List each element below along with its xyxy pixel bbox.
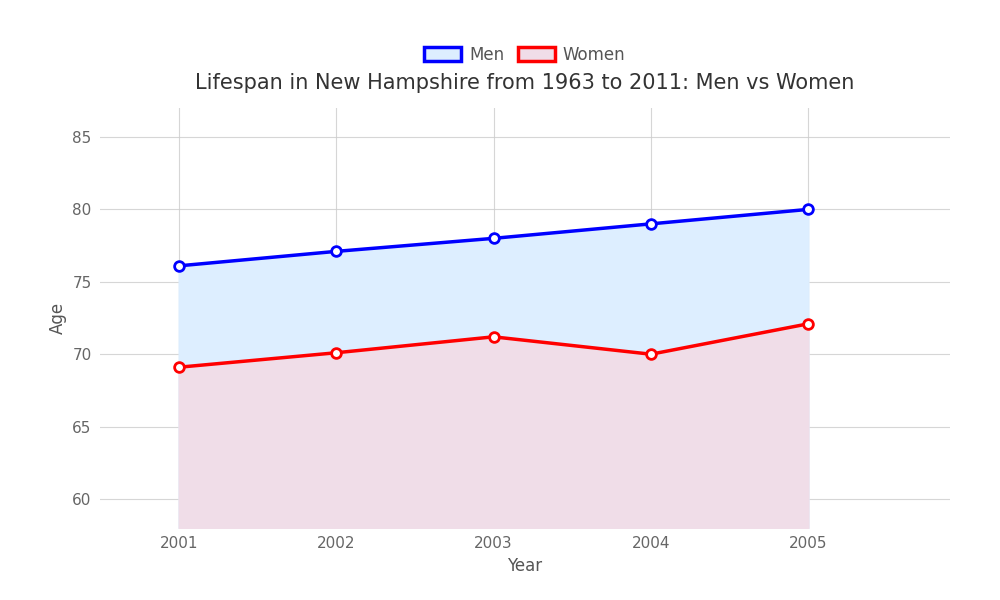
Line: Men: Men [174, 205, 813, 271]
Men [802, 206, 814, 213]
Women [488, 333, 500, 340]
Legend: Men, Women: Men, Women [419, 41, 631, 69]
Women [802, 320, 814, 328]
Line: Women: Women [174, 319, 813, 372]
Men [330, 248, 342, 255]
Men [645, 220, 657, 227]
X-axis label: Year: Year [507, 557, 543, 575]
Men [173, 262, 185, 269]
Y-axis label: Age: Age [49, 302, 67, 334]
Title: Lifespan in New Hampshire from 1963 to 2011: Men vs Women: Lifespan in New Hampshire from 1963 to 2… [195, 73, 855, 92]
Women [645, 350, 657, 358]
Women [330, 349, 342, 356]
Men [488, 235, 500, 242]
Women [173, 364, 185, 371]
